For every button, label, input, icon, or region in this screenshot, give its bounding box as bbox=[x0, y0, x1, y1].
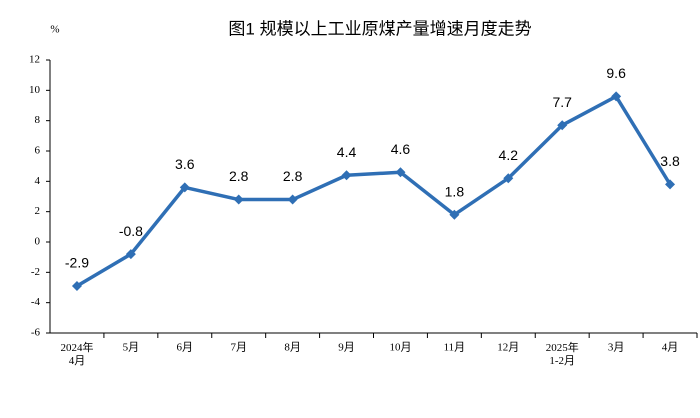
y-tick-label: -4 bbox=[31, 296, 41, 308]
value-label: 9.6 bbox=[606, 65, 626, 81]
y-tick-label: 0 bbox=[35, 236, 41, 248]
point-marker bbox=[233, 194, 244, 205]
y-tick-label: 8 bbox=[35, 114, 41, 126]
value-label: 7.7 bbox=[552, 94, 572, 110]
value-label: 4.6 bbox=[391, 141, 411, 157]
x-tick-label: 3月 bbox=[608, 342, 625, 354]
x-tick-label: 2024年 4月 bbox=[60, 340, 93, 367]
y-axis-label: % bbox=[50, 24, 59, 36]
value-label: 3.8 bbox=[660, 153, 680, 169]
y-tick-label: -2 bbox=[31, 266, 40, 278]
x-tick-label: 4月 bbox=[662, 342, 679, 354]
y-tick-label: 6 bbox=[35, 145, 41, 157]
series-line bbox=[76, 94, 672, 288]
value-label: -0.8 bbox=[119, 223, 143, 239]
point-marker bbox=[665, 179, 676, 190]
value-label: -2.9 bbox=[65, 255, 89, 271]
point-marker bbox=[341, 170, 352, 181]
point-marker bbox=[287, 194, 298, 205]
x-tick-label: 6月 bbox=[177, 342, 194, 354]
y-tick-label: 10 bbox=[29, 84, 41, 96]
value-label: 3.6 bbox=[175, 156, 195, 172]
y-tick-label: 12 bbox=[29, 54, 40, 66]
point-marker bbox=[71, 280, 82, 291]
point-marker bbox=[449, 209, 460, 220]
value-label: 1.8 bbox=[445, 183, 465, 199]
value-label: 4.4 bbox=[337, 144, 357, 160]
point-marker bbox=[503, 173, 514, 184]
x-tick-label: 9月 bbox=[338, 342, 355, 354]
x-tick-label: 8月 bbox=[284, 342, 301, 354]
value-label: 4.2 bbox=[499, 147, 519, 163]
x-tick-label: 2025年 1-2月 bbox=[546, 340, 579, 367]
x-tick-label: 7月 bbox=[230, 342, 247, 354]
y-tick-label: 4 bbox=[35, 175, 41, 187]
x-tick-label: 5月 bbox=[123, 342, 140, 354]
chart-title: 图1 规模以上工业原煤产量增速月度走势 bbox=[228, 19, 531, 38]
point-marker bbox=[611, 91, 622, 102]
point-marker bbox=[395, 167, 406, 178]
y-tick-label: -6 bbox=[31, 327, 41, 339]
value-label: 2.8 bbox=[283, 168, 303, 184]
x-tick-label: 10月 bbox=[389, 342, 411, 354]
y-tick-label: 2 bbox=[35, 205, 41, 217]
point-marker bbox=[557, 120, 568, 131]
point-marker bbox=[125, 249, 136, 260]
value-label: 2.8 bbox=[229, 168, 249, 184]
point-marker bbox=[179, 182, 190, 193]
x-tick-label: 11月 bbox=[444, 342, 466, 354]
x-tick-label: 12月 bbox=[497, 342, 519, 354]
